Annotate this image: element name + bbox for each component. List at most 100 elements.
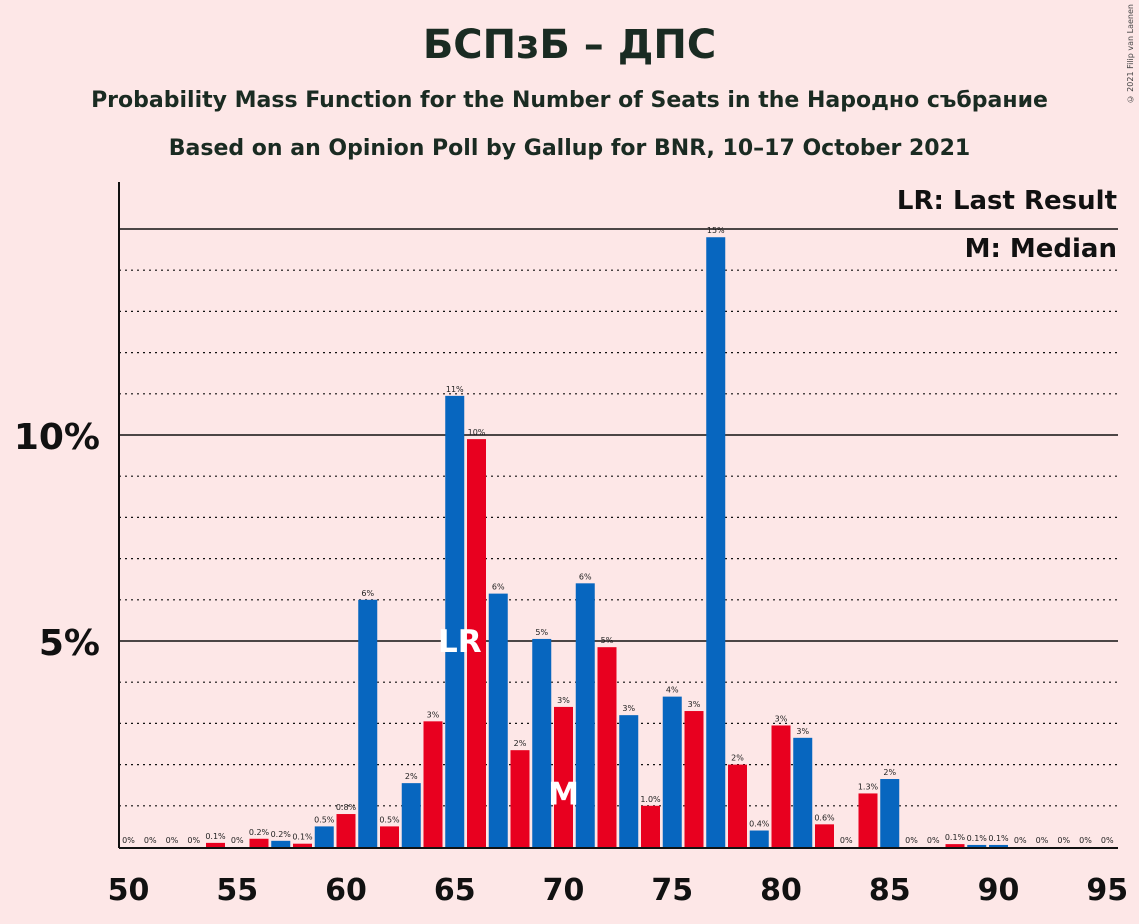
bar	[815, 824, 834, 847]
bar-value-label: 1.3%	[858, 782, 879, 791]
bar	[641, 805, 660, 847]
bar	[488, 593, 508, 847]
bar-value-label: 2%	[731, 754, 744, 763]
bar-value-label: 0%	[1057, 836, 1070, 845]
bar	[380, 826, 399, 847]
x-tick-label: 90	[978, 873, 1020, 908]
bar-value-label: 3%	[796, 727, 809, 736]
bar-value-label: 0%	[122, 836, 135, 845]
bar	[293, 843, 312, 847]
x-tick-label: 85	[869, 873, 911, 908]
chart-title: БСПзБ – ДПС	[422, 22, 717, 68]
marker-last-result: LR	[438, 624, 482, 660]
bar-value-label: 0%	[1079, 836, 1092, 845]
bar	[467, 439, 486, 847]
marker-median: M	[548, 776, 579, 812]
bar-value-label: 3%	[427, 710, 440, 719]
bar	[662, 696, 682, 847]
x-tick-label: 60	[325, 873, 367, 908]
bar	[793, 737, 813, 847]
bar	[989, 844, 1008, 847]
bar-value-label: 0%	[231, 836, 244, 845]
bar	[510, 750, 530, 847]
bar	[967, 844, 987, 847]
bar-value-label: 0.2%	[271, 830, 292, 839]
bar-value-label: 0%	[1014, 836, 1027, 845]
chart-caption: Based on an Opinion Poll by Gallup for B…	[168, 136, 971, 161]
bar-value-label: 0.1%	[988, 834, 1009, 843]
bar-value-label: 6%	[492, 583, 505, 592]
bar-value-label: 4%	[666, 686, 679, 695]
bar-value-label: 0.1%	[967, 834, 988, 843]
bar-value-label: 0%	[1036, 836, 1049, 845]
bar-value-label: 0.2%	[249, 828, 270, 837]
bar-value-label: 3%	[688, 700, 701, 709]
bar	[249, 838, 269, 847]
bar	[358, 599, 378, 847]
bar	[554, 706, 573, 847]
x-tick-label: 80	[760, 873, 802, 908]
bar-value-label: 0%	[166, 836, 179, 845]
bar-value-label: 0%	[840, 836, 853, 845]
x-tick-label: 70	[543, 873, 585, 908]
bar-value-label: 2%	[405, 772, 418, 781]
bar-value-label: 0.4%	[749, 820, 770, 829]
bar	[749, 830, 769, 847]
bar-value-label: 0.5%	[314, 815, 335, 824]
bar	[575, 583, 595, 847]
bar	[880, 779, 900, 847]
bar	[597, 647, 617, 847]
bar-value-label: 6%	[579, 572, 592, 581]
bar-value-label: 0%	[905, 836, 918, 845]
bar-value-label: 0.8%	[336, 803, 357, 812]
legend-last-result: LR: Last Result	[897, 186, 1117, 216]
y-tick-label: 10%	[14, 417, 100, 458]
bar-value-label: 5%	[601, 636, 614, 645]
bar-value-label: 0%	[187, 836, 200, 845]
bars	[206, 237, 1008, 848]
bar	[206, 842, 225, 847]
bar	[771, 725, 791, 847]
bar-value-label: 5%	[535, 628, 548, 637]
bar	[619, 715, 639, 847]
bar	[336, 814, 356, 847]
bar-value-label: 3%	[775, 714, 788, 723]
bar-value-label: 10%	[468, 428, 486, 437]
bar	[401, 783, 421, 847]
bar	[706, 237, 726, 848]
bar-value-label: 0.5%	[379, 815, 400, 824]
y-tick-label: 5%	[39, 623, 100, 664]
bar-value-label: 3%	[557, 696, 570, 705]
bar	[532, 638, 552, 847]
bar-value-label: 2%	[883, 768, 896, 777]
bar	[423, 721, 443, 847]
bar-value-label: 0%	[1101, 836, 1114, 845]
x-tick-label: 50	[108, 873, 150, 908]
bar-value-label: 6%	[361, 589, 374, 598]
bar	[445, 395, 465, 847]
bar-value-label: 3%	[622, 704, 635, 713]
bar-value-label: 11%	[446, 385, 464, 394]
bar-value-label: 0.1%	[205, 832, 226, 841]
bar-value-label: 0.1%	[945, 833, 966, 842]
x-tick-label: 95	[1086, 873, 1128, 908]
bar	[858, 793, 878, 847]
bar-value-label: 0.1%	[292, 833, 313, 842]
bar-value-label: 2%	[514, 739, 527, 748]
x-tick-label: 55	[216, 873, 258, 908]
bar	[314, 826, 334, 847]
chart-subtitle: Probability Mass Function for the Number…	[91, 88, 1048, 113]
axes: 5% 10% 50 55 60 65 70 75 80 85 90 95	[14, 182, 1128, 908]
legend-median: M: Median	[965, 234, 1117, 264]
data-labels: 0% 0% 0% 0% 0.1% 0%0.2% 0.2% 0.1%0.5%0.8%6%0.5%…	[122, 226, 1114, 845]
bar-value-label: 0%	[927, 836, 940, 845]
bar	[271, 840, 291, 847]
bar	[945, 844, 965, 847]
x-tick-label: 75	[651, 873, 693, 908]
bar-value-label: 1.0%	[640, 795, 661, 804]
x-tick-label: 65	[434, 873, 476, 908]
bar-value-label: 15%	[707, 226, 725, 235]
bar-value-label: 0.6%	[814, 813, 835, 822]
bar	[728, 764, 747, 847]
